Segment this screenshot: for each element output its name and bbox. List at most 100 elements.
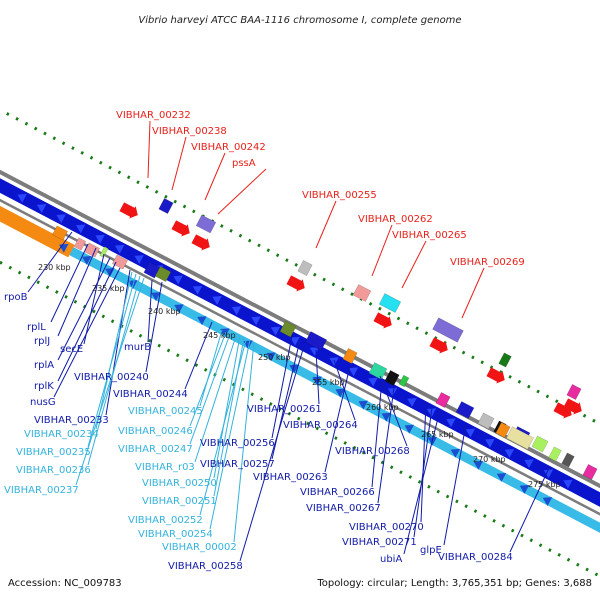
- leader-line: [95, 271, 133, 430]
- gene-label: VIBHAR_00267: [306, 503, 381, 514]
- tick-mark: [406, 321, 410, 326]
- tick-mark: [294, 263, 298, 267]
- leader-line: [315, 349, 320, 405]
- gene-label: ubiA: [380, 554, 402, 565]
- kbp-label: 235 kbp: [92, 284, 125, 293]
- gene-label: VIBHAR_00266: [300, 487, 375, 498]
- strand-arrow: [504, 449, 515, 458]
- gene-label: VIBHAR_r03: [135, 462, 195, 473]
- kbp-label: 240 kbp: [148, 307, 181, 316]
- kbp-label: 265 kbp: [421, 430, 454, 439]
- tick-mark: [389, 465, 394, 470]
- strand-arrow: [151, 292, 161, 301]
- gene-label: rpoB: [4, 292, 28, 303]
- leader-line: [413, 407, 433, 538]
- gene-feature: [566, 384, 582, 400]
- tick-mark: [529, 538, 534, 543]
- gene-label: rplA: [34, 360, 54, 371]
- tick-mark: [138, 333, 143, 338]
- strand-arrow: [220, 328, 230, 338]
- orange-gene-band: [0, 205, 75, 258]
- tick-mark: [110, 319, 115, 324]
- gene-label: VIBHAR_00002: [162, 542, 237, 553]
- reverse-gene-arrow: [286, 275, 305, 292]
- tick-mark: [15, 117, 19, 121]
- tick-mark: [194, 363, 199, 367]
- kbp-label: 275 kbp: [528, 480, 561, 489]
- gene-label: rplK: [34, 381, 54, 392]
- leader-line: [271, 335, 293, 439]
- tick-mark: [250, 392, 254, 397]
- tick-mark: [343, 441, 347, 445]
- leader-line: [53, 267, 121, 398]
- gene-feature: [368, 362, 388, 380]
- tick-mark: [538, 543, 543, 548]
- leader-line: [57, 247, 97, 337]
- tick-mark: [508, 375, 512, 379]
- gene-label: VIBHAR_00247: [118, 444, 193, 455]
- leader-line: [27, 231, 73, 293]
- gene-feature: [582, 464, 598, 480]
- gene-feature: [384, 370, 400, 386]
- tick-mark: [371, 455, 375, 460]
- gene-label: VIBHAR_00265: [392, 230, 467, 241]
- gene-label: pssA: [232, 158, 256, 169]
- gene-feature: [432, 317, 464, 343]
- leader-line: [213, 335, 241, 479]
- tick-mark: [424, 331, 429, 335]
- reverse-gene-arrow: [373, 312, 392, 329]
- kbp-label: 245 kbp: [203, 331, 236, 340]
- leader-line: [50, 243, 89, 323]
- strand-arrow: [56, 214, 66, 224]
- gene-feature: [99, 246, 109, 258]
- tick-mark: [527, 384, 531, 389]
- reverse-gene-arrow: [191, 234, 210, 251]
- gene-feature: [304, 331, 328, 351]
- strand-arrow: [348, 367, 359, 377]
- tick-mark: [501, 523, 506, 528]
- tick-mark: [510, 528, 515, 533]
- reverse-gene-arrow: [171, 220, 190, 237]
- tick-mark: [480, 360, 484, 365]
- gene-feature: [112, 254, 128, 270]
- gene-label: nusG: [30, 397, 56, 408]
- tick-mark: [6, 112, 10, 116]
- gene-label: VIBHAR_00251: [142, 496, 217, 507]
- leader-line: [57, 257, 111, 361]
- genome-summary-text: Topology: circular; Length: 3,765,351 bp…: [316, 578, 592, 589]
- tick-mark: [455, 499, 459, 504]
- tick-mark: [287, 411, 292, 416]
- gene-label: VIBHAR_00264: [283, 420, 358, 431]
- strand-arrow: [407, 398, 417, 407]
- gene-label: VIBHAR_00242: [191, 142, 266, 153]
- tick-mark: [64, 295, 68, 299]
- tick-mark: [548, 548, 552, 552]
- strand-arrow: [465, 428, 476, 438]
- gene-feature: [506, 426, 534, 450]
- gene-feature: [398, 374, 410, 388]
- gene-feature: [531, 435, 549, 453]
- tick-mark: [101, 314, 106, 319]
- tick-mark: [45, 285, 50, 290]
- leader-line: [189, 331, 227, 427]
- tick-mark: [229, 228, 233, 233]
- tick-mark: [136, 180, 140, 185]
- tick-mark: [436, 489, 440, 494]
- strand-arrow: [95, 234, 105, 244]
- gene-label: VIBHAR_00245: [128, 406, 203, 417]
- tick-mark: [334, 436, 338, 440]
- tick-mark: [117, 170, 122, 175]
- tick-mark: [415, 326, 419, 331]
- tick-mark: [408, 475, 413, 479]
- tick-mark: [145, 185, 150, 189]
- tick-mark: [492, 519, 496, 523]
- tick-mark: [445, 494, 450, 499]
- gene-feature: [548, 446, 562, 462]
- strand-arrow: [231, 306, 242, 316]
- strand-arrow: [563, 479, 573, 489]
- gene-label: VIBHAR_00258: [168, 561, 243, 572]
- tick-mark: [275, 253, 280, 258]
- strand-arrow: [485, 438, 495, 448]
- tick-mark: [576, 562, 580, 567]
